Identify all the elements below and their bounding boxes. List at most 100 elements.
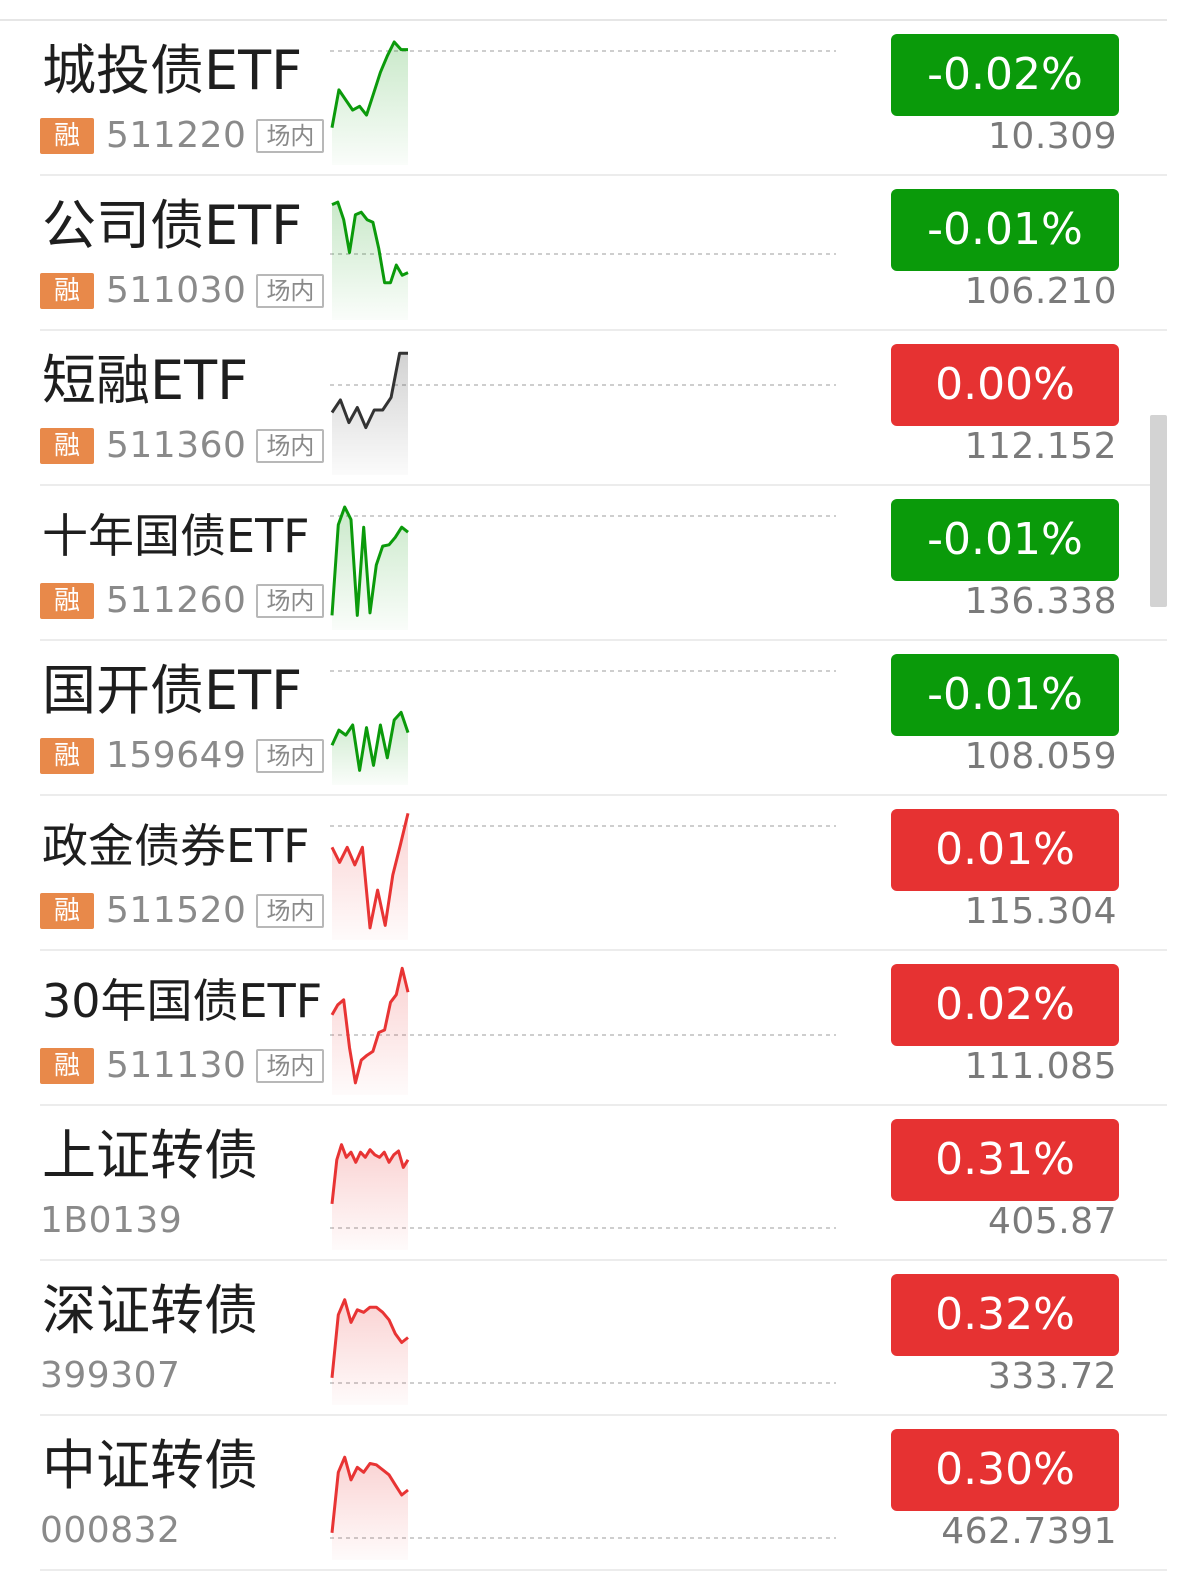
row-divider bbox=[40, 639, 1167, 641]
change-percent-badge[interactable]: -0.01% bbox=[891, 189, 1119, 271]
margin-trading-badge: 融 bbox=[40, 118, 94, 154]
row-divider bbox=[40, 174, 1167, 176]
last-price: 10.309 bbox=[988, 116, 1117, 157]
intraday-sparkline bbox=[330, 351, 836, 475]
sparkline-line bbox=[330, 1455, 409, 1533]
sparkline-line bbox=[330, 966, 410, 1085]
security-name: 国开债ETF bbox=[42, 659, 303, 722]
security-meta: 融 511520 场内 bbox=[40, 890, 325, 931]
margin-trading-badge: 融 bbox=[40, 428, 94, 464]
last-price: 115.304 bbox=[964, 891, 1117, 932]
exchange-traded-tag: 场内 bbox=[256, 739, 325, 773]
security-code: 1B0139 bbox=[40, 1200, 183, 1241]
row-divider bbox=[40, 794, 1167, 796]
sparkline-line bbox=[330, 1298, 409, 1378]
change-percent-badge[interactable]: 0.02% bbox=[891, 964, 1119, 1046]
security-code: 159649 bbox=[106, 735, 247, 776]
security-code: 511130 bbox=[106, 1045, 247, 1086]
intraday-sparkline bbox=[330, 1143, 836, 1250]
security-code: 511360 bbox=[106, 425, 247, 466]
last-price: 108.059 bbox=[964, 736, 1117, 777]
security-meta: 融 511030 场内 bbox=[40, 270, 325, 311]
list-item[interactable]: 30年国债ETF 融 511130 场内 0.02% 111.085 bbox=[0, 951, 1167, 1106]
list-item[interactable]: 城投债ETF 融 511220 场内 -0.02% 10.309 bbox=[0, 21, 1167, 176]
sparkline-area bbox=[332, 1144, 408, 1250]
security-name: 十年国债ETF bbox=[42, 509, 310, 563]
security-meta: 融 159649 场内 bbox=[40, 735, 325, 776]
change-percent-badge[interactable]: 0.32% bbox=[891, 1274, 1119, 1356]
exchange-traded-tag: 场内 bbox=[256, 119, 325, 153]
row-divider bbox=[40, 1569, 1167, 1571]
sparkline-line bbox=[330, 1143, 410, 1205]
change-percent-badge[interactable]: 0.01% bbox=[891, 809, 1119, 891]
security-meta: 1B0139 bbox=[40, 1201, 182, 1241]
last-price: 106.210 bbox=[964, 271, 1117, 312]
change-percent-badge[interactable]: -0.01% bbox=[891, 654, 1119, 736]
row-divider bbox=[40, 329, 1167, 331]
row-divider bbox=[40, 484, 1167, 486]
security-meta: 000832 bbox=[40, 1511, 180, 1551]
exchange-traded-tag: 场内 bbox=[256, 1049, 325, 1083]
sparkline-area bbox=[332, 353, 408, 475]
security-name: 30年国债ETF bbox=[42, 974, 323, 1028]
security-name: 深证转债 bbox=[42, 1279, 258, 1342]
intraday-sparkline bbox=[330, 812, 836, 940]
sparkline-line bbox=[331, 200, 409, 285]
security-code: 511030 bbox=[106, 270, 247, 311]
intraday-sparkline bbox=[330, 40, 836, 165]
intraday-sparkline bbox=[330, 200, 836, 320]
security-name: 城投债ETF bbox=[42, 39, 303, 102]
security-meta: 融 511260 场内 bbox=[40, 580, 325, 621]
row-divider bbox=[40, 1104, 1167, 1106]
security-name: 上证转债 bbox=[42, 1124, 258, 1187]
change-percent-badge[interactable]: 0.00% bbox=[891, 344, 1119, 426]
list-item[interactable]: 深证转债 399307 0.32% 333.72 bbox=[0, 1261, 1167, 1416]
change-percent-badge[interactable]: -0.02% bbox=[891, 34, 1119, 116]
last-price: 333.72 bbox=[988, 1356, 1117, 1397]
last-price: 462.7391 bbox=[941, 1511, 1117, 1552]
security-code: 511520 bbox=[106, 890, 247, 931]
margin-trading-badge: 融 bbox=[40, 738, 94, 774]
exchange-traded-tag: 场内 bbox=[256, 894, 325, 928]
last-price: 112.152 bbox=[964, 426, 1117, 467]
sparkline-line bbox=[330, 351, 408, 430]
list-item[interactable]: 政金债券ETF 融 511520 场内 0.01% 115.304 bbox=[0, 796, 1167, 951]
sparkline-area bbox=[332, 1457, 408, 1560]
top-divider bbox=[0, 19, 1167, 21]
last-price: 136.338 bbox=[964, 581, 1117, 622]
security-meta: 融 511220 场内 bbox=[40, 115, 325, 156]
margin-trading-badge: 融 bbox=[40, 583, 94, 619]
security-code: 511220 bbox=[106, 115, 247, 156]
change-percent-badge[interactable]: 0.30% bbox=[891, 1429, 1119, 1511]
margin-trading-badge: 融 bbox=[40, 273, 94, 309]
list-item[interactable]: 十年国债ETF 融 511260 场内 -0.01% 136.338 bbox=[0, 486, 1167, 641]
sparkline-area bbox=[332, 1299, 408, 1405]
security-name: 公司债ETF bbox=[42, 194, 303, 257]
change-percent-badge[interactable]: -0.01% bbox=[891, 499, 1119, 581]
list-item[interactable]: 上证转债 1B0139 0.31% 405.87 bbox=[0, 1106, 1167, 1261]
intraday-sparkline bbox=[330, 670, 836, 785]
security-name: 中证转债 bbox=[42, 1434, 258, 1497]
sparkline-line bbox=[330, 505, 409, 617]
intraday-sparkline bbox=[330, 966, 836, 1095]
exchange-traded-tag: 场内 bbox=[256, 274, 325, 308]
row-divider bbox=[40, 1414, 1167, 1416]
security-code: 511260 bbox=[106, 580, 247, 621]
sparkline-line bbox=[330, 40, 408, 128]
security-name: 短融ETF bbox=[42, 349, 249, 412]
sparkline-area bbox=[332, 202, 408, 320]
exchange-traded-tag: 场内 bbox=[256, 584, 325, 618]
intraday-sparkline bbox=[330, 1455, 836, 1560]
last-price: 111.085 bbox=[964, 1046, 1117, 1087]
list-item[interactable]: 短融ETF 融 511360 场内 0.00% 112.152 bbox=[0, 331, 1167, 486]
change-percent-badge[interactable]: 0.31% bbox=[891, 1119, 1119, 1201]
intraday-sparkline bbox=[330, 1298, 836, 1405]
exchange-traded-tag: 场内 bbox=[256, 429, 325, 463]
scrollbar-thumb[interactable] bbox=[1150, 415, 1167, 607]
list-item[interactable]: 中证转债 000832 0.30% 462.7391 bbox=[0, 1416, 1167, 1571]
margin-trading-badge: 融 bbox=[40, 1048, 94, 1084]
list-item[interactable]: 国开债ETF 融 159649 场内 -0.01% 108.059 bbox=[0, 641, 1167, 796]
bond-etf-list: 城投债ETF 融 511220 场内 -0.02% 10.309 公司债ETF … bbox=[0, 21, 1167, 1571]
security-code: 399307 bbox=[40, 1355, 181, 1396]
list-item[interactable]: 公司债ETF 融 511030 场内 -0.01% 106.210 bbox=[0, 176, 1167, 331]
